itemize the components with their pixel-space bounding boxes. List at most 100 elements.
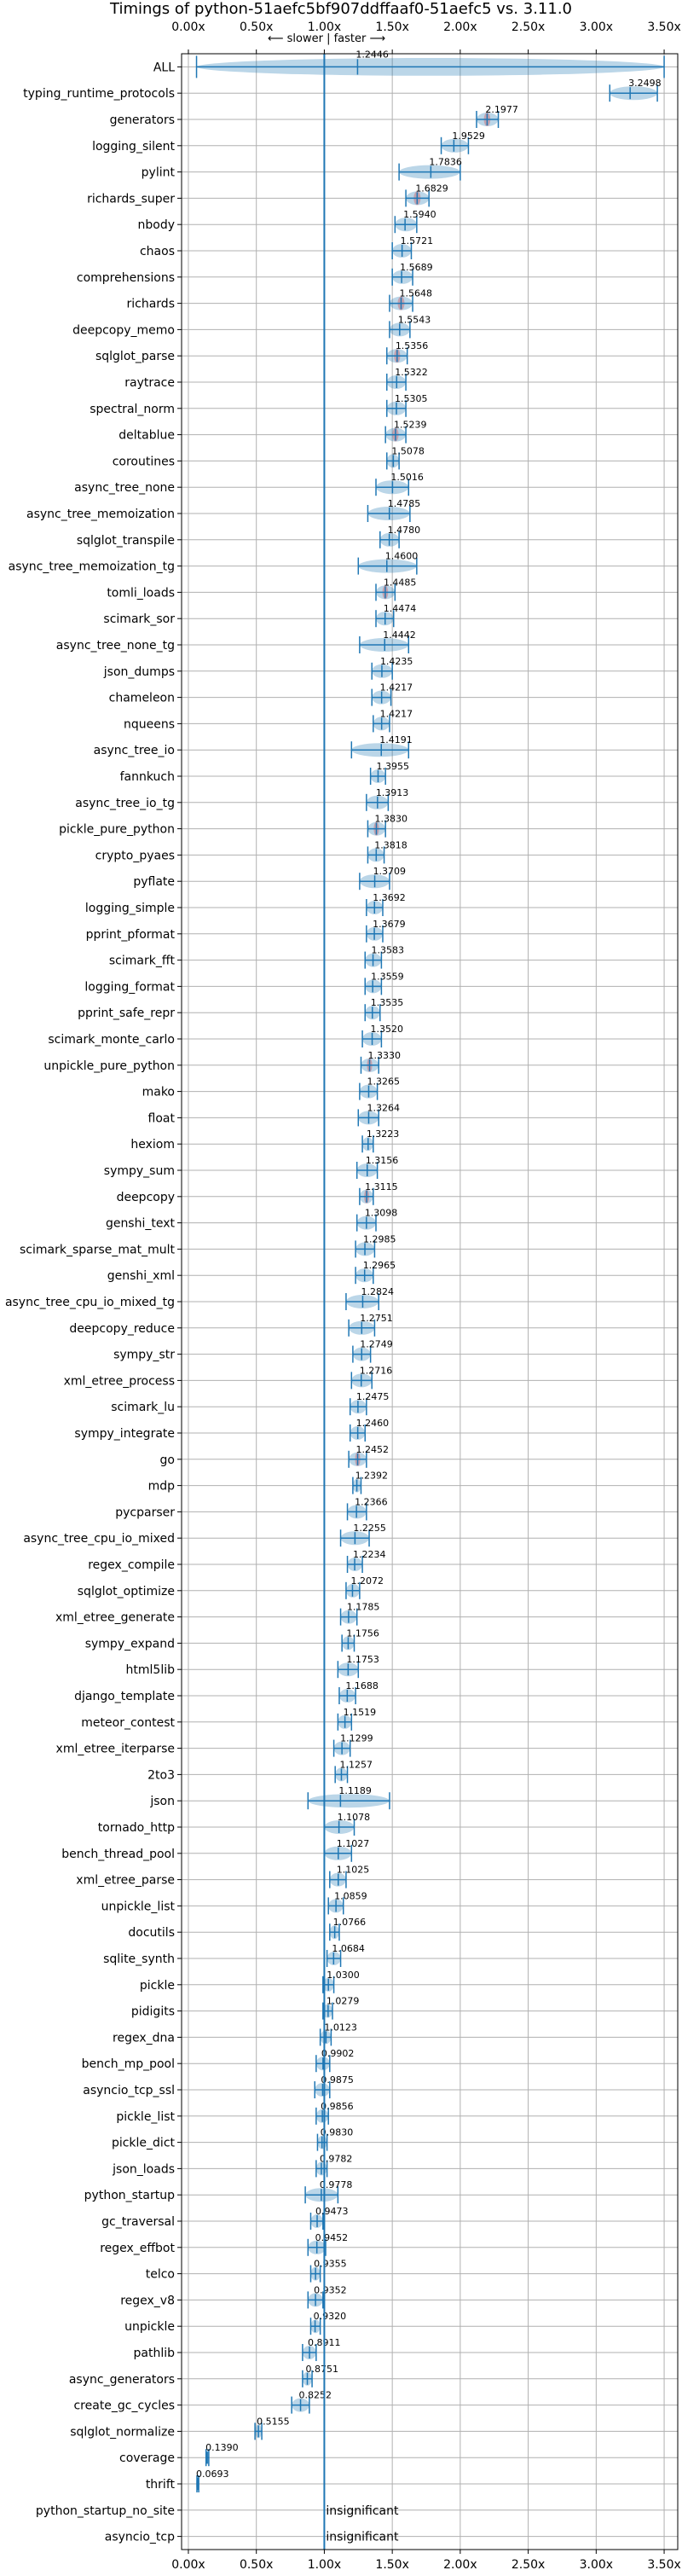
benchmark-label: python_startup: [84, 2189, 175, 2202]
value-label: 1.2985: [363, 1233, 396, 1244]
benchmark-label: generators: [110, 113, 175, 127]
value-label: 1.1299: [340, 1733, 373, 1744]
x-tick-label-bottom: 0.00x: [171, 2558, 205, 2572]
value-label: 1.2255: [353, 1523, 386, 1534]
benchmark-label: pyflate: [133, 875, 175, 889]
benchmark-label: async_tree_io: [94, 744, 175, 757]
value-label: 1.4217: [380, 682, 413, 693]
value-label: 1.5322: [395, 367, 428, 378]
benchmark-label: html5lib: [126, 1663, 176, 1677]
benchmark-label: sqlite_synth: [103, 1952, 175, 1966]
x-tick-label-top: 1.50x: [375, 20, 408, 34]
benchmark-label: sympy_str: [113, 1349, 175, 1362]
benchmark-label: pprint_pformat: [86, 928, 176, 942]
benchmark-label: pickle_list: [116, 2110, 175, 2124]
value-label: 1.3692: [373, 892, 406, 903]
value-label: 0.9352: [314, 2284, 347, 2295]
value-label: 1.3559: [371, 971, 404, 982]
benchmark-label: typing_runtime_protocols: [23, 87, 175, 101]
value-label: 3.2498: [628, 78, 662, 89]
benchmark-label: pickle: [140, 1979, 175, 1993]
value-label: 1.3264: [367, 1102, 400, 1113]
chart-title: Timings of python-51aefc5bf907ddffaaf0-5…: [109, 0, 572, 18]
benchmark-label: json: [149, 1795, 175, 1808]
value-label: 1.1688: [345, 1680, 379, 1691]
benchmark-label: comprehensions: [77, 271, 175, 285]
benchmark-label: asyncio_tcp: [105, 2531, 175, 2544]
benchmark-label: tomli_loads: [107, 586, 175, 600]
value-label: 1.3330: [368, 1050, 402, 1061]
benchmark-label: json_loads: [112, 2162, 175, 2176]
x-tick-label-top: 0.00x: [171, 20, 205, 34]
benchmark-label: async_tree_none: [74, 481, 175, 495]
value-label: 1.1519: [344, 1707, 377, 1718]
benchmark-label: python_startup_no_site: [36, 2504, 175, 2518]
benchmark-label: mako: [142, 1086, 175, 1099]
benchmark-label: unpickle: [124, 2320, 175, 2334]
value-label: 0.9902: [321, 2048, 355, 2059]
benchmark-label: async_tree_memoization: [26, 508, 175, 521]
value-label: 1.2452: [356, 1444, 390, 1455]
value-label: 1.2475: [356, 1391, 390, 1402]
value-label: 1.3818: [374, 839, 407, 850]
benchmark-label: xml_etree_process: [64, 1374, 175, 1388]
value-label: 1.9529: [452, 131, 485, 142]
x-tick-label-bottom: 2.50x: [512, 2558, 545, 2572]
value-label: 1.0859: [334, 1890, 367, 1901]
value-label: 0.9782: [320, 2153, 353, 2164]
benchmark-label: nqueens: [124, 717, 175, 731]
value-label: 1.3265: [367, 1076, 400, 1088]
benchmark-label: logging_simple: [85, 902, 175, 915]
value-label: 1.4485: [384, 577, 417, 588]
value-label: 1.5940: [403, 209, 436, 220]
value-label: 1.5356: [396, 340, 429, 351]
benchmark-label: async_tree_memoization_tg: [9, 560, 175, 574]
benchmark-label: logging_format: [84, 980, 175, 994]
value-label: 1.3156: [366, 1155, 399, 1166]
value-label: 2.1977: [485, 104, 518, 115]
value-label: 1.1785: [347, 1602, 380, 1613]
benchmark-label: scimark_sparse_mat_mult: [20, 1243, 175, 1256]
value-label: 1.2366: [355, 1496, 388, 1507]
x-tick-label-bottom: 3.00x: [580, 2558, 613, 2572]
value-label: 0.0693: [196, 2469, 229, 2480]
benchmark-label: unpickle_list: [101, 1900, 176, 1913]
direction-hint: ⟵ slower | faster ⟶: [268, 32, 385, 45]
value-label: 0.9875: [321, 2074, 354, 2086]
benchmark-label: pidigits: [131, 2005, 175, 2019]
value-label: 1.1078: [338, 1812, 371, 1823]
benchmark-label: async_tree_cpu_io_mixed_tg: [5, 1296, 175, 1309]
x-tick-label-bottom: 1.50x: [375, 2558, 408, 2572]
benchmark-label: nbody: [138, 218, 176, 232]
benchmark-label: float: [148, 1111, 176, 1125]
value-label: 0.8751: [306, 2364, 339, 2375]
value-label: 1.5016: [390, 472, 424, 483]
value-label: 1.6829: [415, 183, 448, 194]
benchmark-label: regex_v8: [120, 2294, 175, 2307]
benchmark-label: chaos: [140, 245, 175, 258]
x-tick-label-bottom: 0.50x: [240, 2558, 273, 2572]
benchmark-label: docutils: [128, 1926, 175, 1940]
value-label: 1.3955: [376, 761, 409, 772]
benchmark-label: tornado_http: [98, 1821, 175, 1835]
value-label: 1.5543: [398, 314, 431, 325]
benchmark-label: go: [160, 1453, 175, 1467]
value-label: 1.5721: [401, 235, 434, 247]
benchmark-label: pickle_pure_python: [59, 823, 175, 837]
benchmark-label: scimark_fft: [109, 954, 176, 968]
value-label: 1.3679: [373, 919, 406, 930]
benchmark-label: pylint: [142, 166, 176, 180]
value-label: 1.2751: [360, 1313, 393, 1324]
value-label: 1.5689: [400, 262, 433, 273]
benchmark-label: raytrace: [124, 376, 175, 390]
benchmark-label: regex_compile: [88, 1558, 175, 1572]
value-label: 0.9830: [321, 2127, 354, 2138]
benchmark-label: regex_effbot: [100, 2242, 175, 2255]
value-label: 0.8252: [299, 2390, 332, 2401]
value-label: 0.9778: [320, 2179, 353, 2190]
insignificant-label: insignificant: [326, 2504, 399, 2518]
value-label: 1.3098: [365, 1208, 398, 1219]
value-label: 1.7836: [429, 157, 462, 168]
benchmark-label: xml_etree_generate: [55, 1611, 175, 1625]
value-label: 1.2716: [360, 1365, 393, 1376]
